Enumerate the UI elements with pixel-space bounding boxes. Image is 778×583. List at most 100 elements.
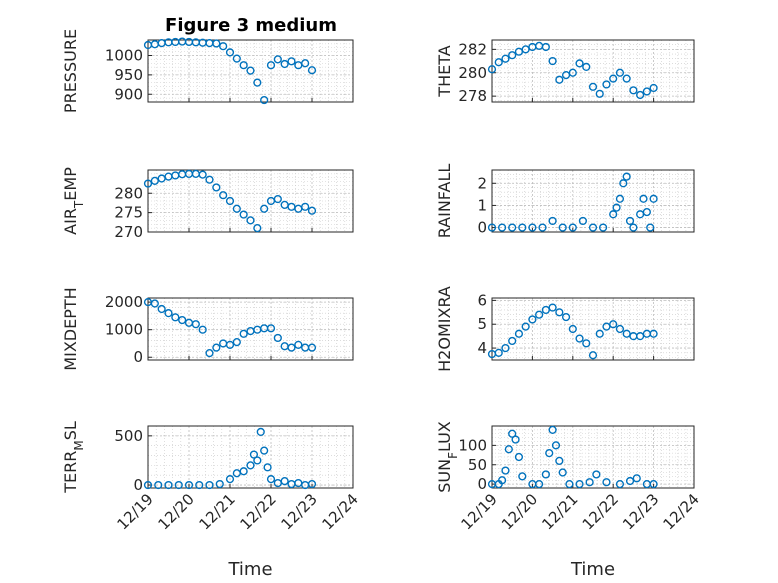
y-tick-label: 100 xyxy=(458,436,487,454)
data-point xyxy=(649,480,658,489)
y-tick-label: 50 xyxy=(468,456,487,474)
data-point xyxy=(260,446,269,455)
x-axis-label: Time xyxy=(227,559,272,580)
y-axis-label: SUNFLUX xyxy=(435,421,460,493)
data-point xyxy=(191,320,200,329)
data-point xyxy=(301,59,310,68)
data-point xyxy=(619,179,628,188)
data-point xyxy=(598,223,608,232)
data-point xyxy=(498,476,507,485)
data-point xyxy=(548,425,557,434)
data-point xyxy=(212,343,221,352)
data-point xyxy=(205,480,214,490)
data-point xyxy=(198,325,207,334)
data-point xyxy=(625,476,635,486)
minor-grid xyxy=(147,426,354,488)
y-tick-label: 0 xyxy=(133,476,143,494)
data-point xyxy=(273,55,282,64)
data-point xyxy=(649,83,658,93)
y-tick-label: 275 xyxy=(114,204,143,222)
figure-title: Figure 3 medium xyxy=(165,15,337,36)
data-series xyxy=(487,425,658,489)
x-tick-label: 12/24 xyxy=(660,490,703,533)
data-series xyxy=(143,298,317,358)
y-axis-label: MIXDEPTH xyxy=(61,287,80,370)
data-point xyxy=(307,206,317,215)
data-point xyxy=(548,216,557,226)
y-tick-label: 1000 xyxy=(105,47,143,65)
axes-frame xyxy=(491,169,695,233)
y-tick-label: 1000 xyxy=(105,321,143,339)
y-tick-label: 4 xyxy=(477,339,487,357)
data-point xyxy=(143,179,153,188)
data-point xyxy=(528,315,537,324)
data-point xyxy=(498,223,507,232)
data-point xyxy=(518,472,527,481)
data-point xyxy=(260,95,269,105)
axes-frame xyxy=(147,425,354,489)
data-point xyxy=(225,340,235,349)
data-point xyxy=(232,204,241,213)
data-series xyxy=(487,172,658,232)
data-point xyxy=(157,304,166,314)
data-point xyxy=(535,310,544,319)
data-point xyxy=(219,191,228,200)
y-axis-label: H2OMIXRA xyxy=(435,286,454,372)
axes-frame xyxy=(147,297,354,361)
data-series xyxy=(487,303,658,360)
data-series xyxy=(143,427,317,490)
data-point xyxy=(225,196,235,206)
minor-grid xyxy=(491,426,695,488)
data-point xyxy=(266,324,276,333)
data-point xyxy=(595,89,604,98)
data-point xyxy=(195,480,204,490)
data-point xyxy=(514,329,524,338)
data-point xyxy=(164,309,173,318)
data-point xyxy=(266,61,276,70)
data-point xyxy=(588,223,598,232)
data-series xyxy=(143,169,317,233)
data-point xyxy=(588,82,598,91)
data-point xyxy=(501,343,510,353)
data-series xyxy=(487,41,658,100)
x-tick-label: 12/24 xyxy=(319,490,362,533)
data-point xyxy=(154,480,163,490)
minor-grid xyxy=(147,298,354,360)
data-point xyxy=(215,479,224,489)
x-tick-label: 12/23 xyxy=(278,490,321,533)
data-point xyxy=(639,194,648,203)
data-point xyxy=(239,210,248,219)
data-point xyxy=(575,480,584,489)
axes-frame xyxy=(491,425,695,489)
data-point xyxy=(615,480,625,489)
data-point xyxy=(253,78,262,87)
data-point xyxy=(225,48,235,57)
data-point xyxy=(246,461,255,470)
y-tick-label: 278 xyxy=(458,87,487,105)
data-point xyxy=(249,450,259,459)
axes-background xyxy=(147,297,354,361)
data-point xyxy=(541,470,550,479)
data-point xyxy=(646,223,655,232)
data-point xyxy=(514,452,524,462)
data-point xyxy=(582,62,591,72)
data-point xyxy=(592,470,601,479)
data-point xyxy=(232,54,241,63)
data-point xyxy=(551,441,561,450)
axes-frame xyxy=(147,39,354,103)
data-point xyxy=(205,349,214,358)
data-point xyxy=(178,315,187,325)
x-tick-label: 12/20 xyxy=(498,490,541,533)
data-point xyxy=(246,66,255,75)
data-point xyxy=(184,480,194,490)
data-point xyxy=(625,216,635,226)
data-point xyxy=(642,87,651,96)
data-point xyxy=(588,351,598,360)
x-tick-label: 12/23 xyxy=(619,490,662,533)
data-point xyxy=(649,329,658,338)
data-point xyxy=(602,80,611,89)
data-point xyxy=(307,66,317,75)
